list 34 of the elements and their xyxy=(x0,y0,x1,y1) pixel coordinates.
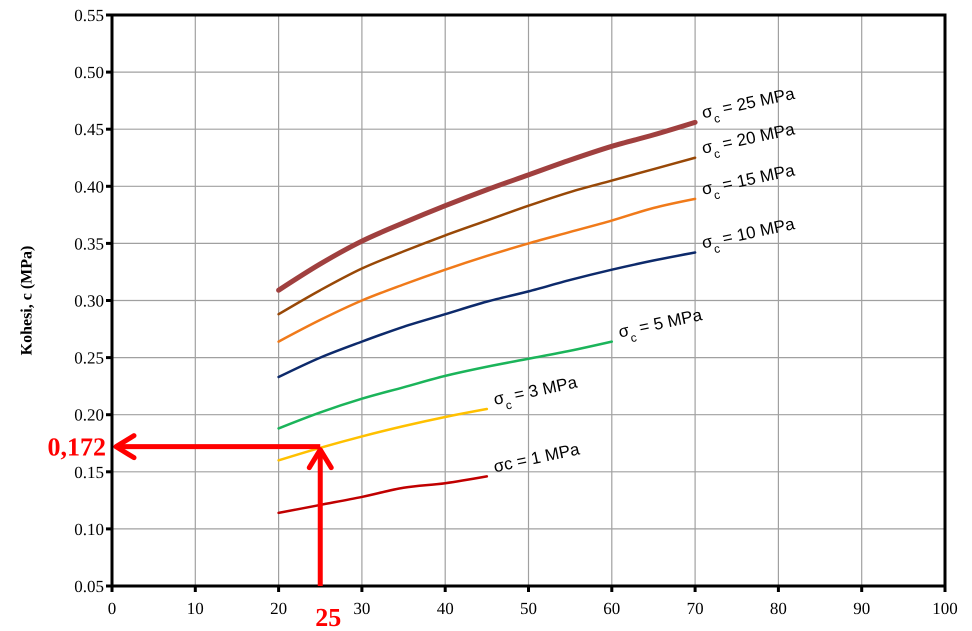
y-tick-label: 0.55 xyxy=(74,6,104,26)
x-tick-label: 0 xyxy=(108,599,116,618)
x-tick-label: 90 xyxy=(853,599,870,618)
x-tick-label: 70 xyxy=(686,599,704,618)
x-tick-label: 20 xyxy=(270,599,288,618)
x-tick-label: 40 xyxy=(436,599,454,618)
y-tick-label: 0.20 xyxy=(74,406,104,425)
y-tick-label: 0.30 xyxy=(74,292,104,311)
x-tick-label: 50 xyxy=(520,599,537,618)
text: σ$_{c}$ = 10 MPa xyxy=(700,214,797,256)
x-tick-label: 60 xyxy=(603,599,620,618)
x-tick-label: 80 xyxy=(770,599,787,618)
y-axis-title: Kohesi, c (MPa) xyxy=(18,246,36,356)
text: σc = 1 MPa xyxy=(492,439,582,476)
text: σ$_{c}$ = 25 MPa xyxy=(700,84,797,126)
x-tick-label: 10 xyxy=(186,599,204,618)
x-tick-label: 100 xyxy=(932,599,958,618)
y-tick-label: 0.10 xyxy=(74,520,104,539)
y-tick-label: 0.40 xyxy=(74,177,104,196)
text: σ$_{c}$ = 15 MPa xyxy=(700,160,797,202)
y-tick-label: 0.35 xyxy=(74,234,104,254)
y-tick-label: 0.50 xyxy=(74,63,104,82)
line-series xyxy=(277,408,488,462)
ref-line-label: 0,172 xyxy=(48,432,106,462)
y-tick-label: 0.25 xyxy=(74,348,104,368)
text: σ$_{c}$ = 5 MPa xyxy=(616,305,704,346)
x-tick-label: 30 xyxy=(353,599,370,618)
y-tick-label: 0.15 xyxy=(74,462,104,482)
y-tick-label: 0.45 xyxy=(74,120,104,140)
ref-line-label: 25 xyxy=(315,603,342,631)
text: σ$_{c}$ = 3 MPa xyxy=(492,372,580,413)
y-tick-label: 0.05 xyxy=(74,577,104,596)
line-series xyxy=(277,475,488,514)
line-series xyxy=(277,340,614,430)
